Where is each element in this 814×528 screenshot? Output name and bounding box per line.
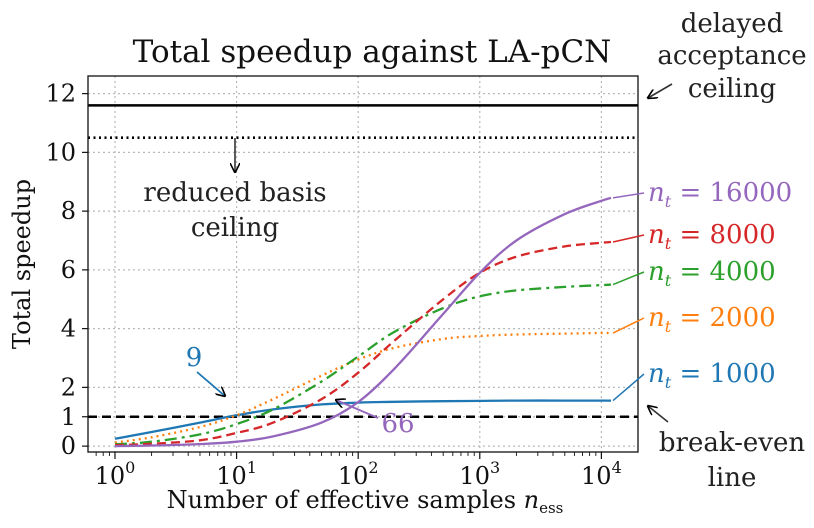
series-line-1000 <box>114 399 611 440</box>
reference-lines <box>88 104 638 418</box>
series-line-8000-leader <box>612 234 645 243</box>
x-axis-label: Number of effective samples ness <box>167 486 564 517</box>
series-line-4000-leader <box>612 271 645 286</box>
y-tick-label: 0 <box>61 432 76 460</box>
series-lines <box>114 196 612 448</box>
x-tick-label: 102 <box>338 458 379 490</box>
series-line-16000-leader <box>612 192 645 199</box>
y-tick-label: 8 <box>61 197 76 225</box>
y-tick-label: 2 <box>61 373 76 401</box>
x-tick-label: 101 <box>216 458 257 490</box>
series-line-1000-leader <box>612 373 645 402</box>
series-line-16000 <box>114 196 612 448</box>
crossing-1000-label: 9 <box>186 343 203 373</box>
series-label-8000: nt = 8000 <box>648 220 776 253</box>
series-line-2000-leader <box>612 317 645 334</box>
da-ceiling-line-3: ceiling <box>688 74 776 104</box>
crossing-1000-arrow <box>196 371 225 396</box>
series-line-4000 <box>114 283 612 446</box>
da-ceiling-arrow <box>648 83 673 98</box>
chart-title: Total speedup against LA-pCN <box>133 34 612 70</box>
x-tick-label: 100 <box>95 458 136 490</box>
x-ticks: 100 101 102 103 104 <box>95 452 622 490</box>
series-line-2000 <box>114 331 612 444</box>
break-even-annotation: break-even line <box>648 406 805 493</box>
rb-ceiling-line-1: reduced basis <box>143 178 326 208</box>
y-tick-label: 1 <box>61 403 76 431</box>
series-line-8000 <box>114 240 612 447</box>
x-tick-label: 103 <box>459 458 500 490</box>
crossing-annotation-1000: 9 <box>186 343 225 396</box>
da-ceiling-line-1: delayed <box>681 9 784 39</box>
y-axis-label: Total speedup <box>8 179 36 349</box>
reduced-basis-ceiling-annotation: reduced basis ceiling <box>143 138 327 243</box>
y-tick-label: 10 <box>45 138 76 166</box>
crossing-16000-label: 66 <box>381 409 414 439</box>
plot-frame <box>87 75 639 453</box>
series-label-2000: nt = 2000 <box>648 303 776 336</box>
da-ceiling-line-2: acceptance <box>657 41 806 71</box>
series-label-16000: nt = 16000 <box>648 178 792 211</box>
break-even-line-2: line <box>708 463 757 493</box>
series-label-4000: nt = 4000 <box>648 257 776 290</box>
crossing-16000-arrow <box>336 400 379 419</box>
x-tick-label: 104 <box>581 458 622 490</box>
series-labels: nt = 1000 nt = 2000 nt = 4000 nt = 8000 nt =… <box>612 178 792 402</box>
grid <box>88 76 638 452</box>
y-tick-label: 4 <box>61 315 76 343</box>
y-tick-label: 12 <box>45 80 76 108</box>
delayed-acceptance-ceiling-annotation: delayed acceptance ceiling <box>648 9 807 104</box>
break-even-line-1: break-even <box>659 428 806 458</box>
crossing-annotation-16000: 66 <box>336 400 415 439</box>
break-even-arrow <box>648 406 669 423</box>
series-label-1000: nt = 1000 <box>648 359 776 392</box>
y-tick-label: 6 <box>61 256 76 284</box>
rb-ceiling-line-2: ceiling <box>191 213 279 243</box>
